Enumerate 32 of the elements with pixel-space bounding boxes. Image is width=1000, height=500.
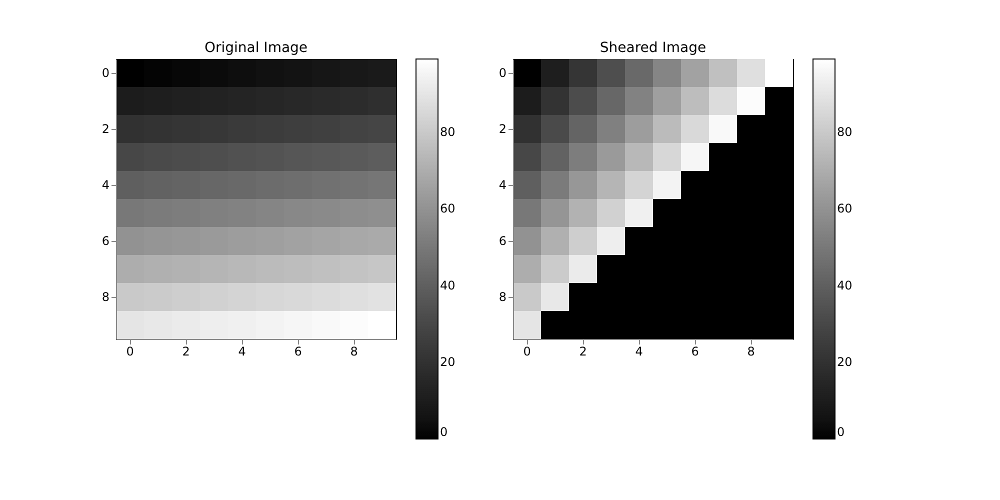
x-tick-label: 8 bbox=[747, 344, 755, 358]
color-bar-label: 0 bbox=[837, 425, 845, 439]
y-tick-label: 4 bbox=[498, 178, 506, 192]
color-bar-label: 20 bbox=[837, 355, 852, 370]
y-tick-label: 0 bbox=[102, 66, 110, 80]
x-tick-label: 2 bbox=[579, 344, 587, 358]
x-tick-label: 0 bbox=[126, 344, 134, 358]
color-bar-label: 60 bbox=[837, 202, 852, 216]
x-tick-label: 4 bbox=[238, 344, 246, 358]
x-tick-label: 6 bbox=[294, 344, 302, 358]
x-tick-label: 4 bbox=[635, 344, 643, 358]
y-tick-label: 2 bbox=[498, 122, 506, 136]
color-bar-label: 40 bbox=[837, 278, 852, 292]
y-tick-label: 8 bbox=[102, 290, 110, 304]
y-tick-label: 8 bbox=[498, 290, 506, 304]
color-bar-label: 60 bbox=[440, 202, 456, 216]
color-bar-label: 80 bbox=[837, 124, 852, 139]
x-tick-label: 0 bbox=[523, 344, 531, 358]
color-bar-label: 40 bbox=[440, 278, 456, 292]
color-bar-label: 20 bbox=[440, 355, 456, 370]
color-bar-label: 80 bbox=[440, 124, 456, 139]
x-tick-label: 6 bbox=[691, 344, 699, 358]
chart-title: Original Image bbox=[204, 40, 308, 56]
y-tick-label: 0 bbox=[498, 66, 506, 80]
y-tick-label: 6 bbox=[498, 234, 506, 248]
color-bar-label: 0 bbox=[440, 425, 448, 439]
y-tick-label: 4 bbox=[102, 178, 110, 192]
x-tick-label: 2 bbox=[182, 344, 190, 358]
chart-title: Sheared Image bbox=[600, 40, 706, 56]
x-tick-label: 8 bbox=[350, 344, 358, 358]
y-tick-label: 6 bbox=[102, 234, 110, 248]
y-tick-label: 2 bbox=[102, 122, 110, 136]
